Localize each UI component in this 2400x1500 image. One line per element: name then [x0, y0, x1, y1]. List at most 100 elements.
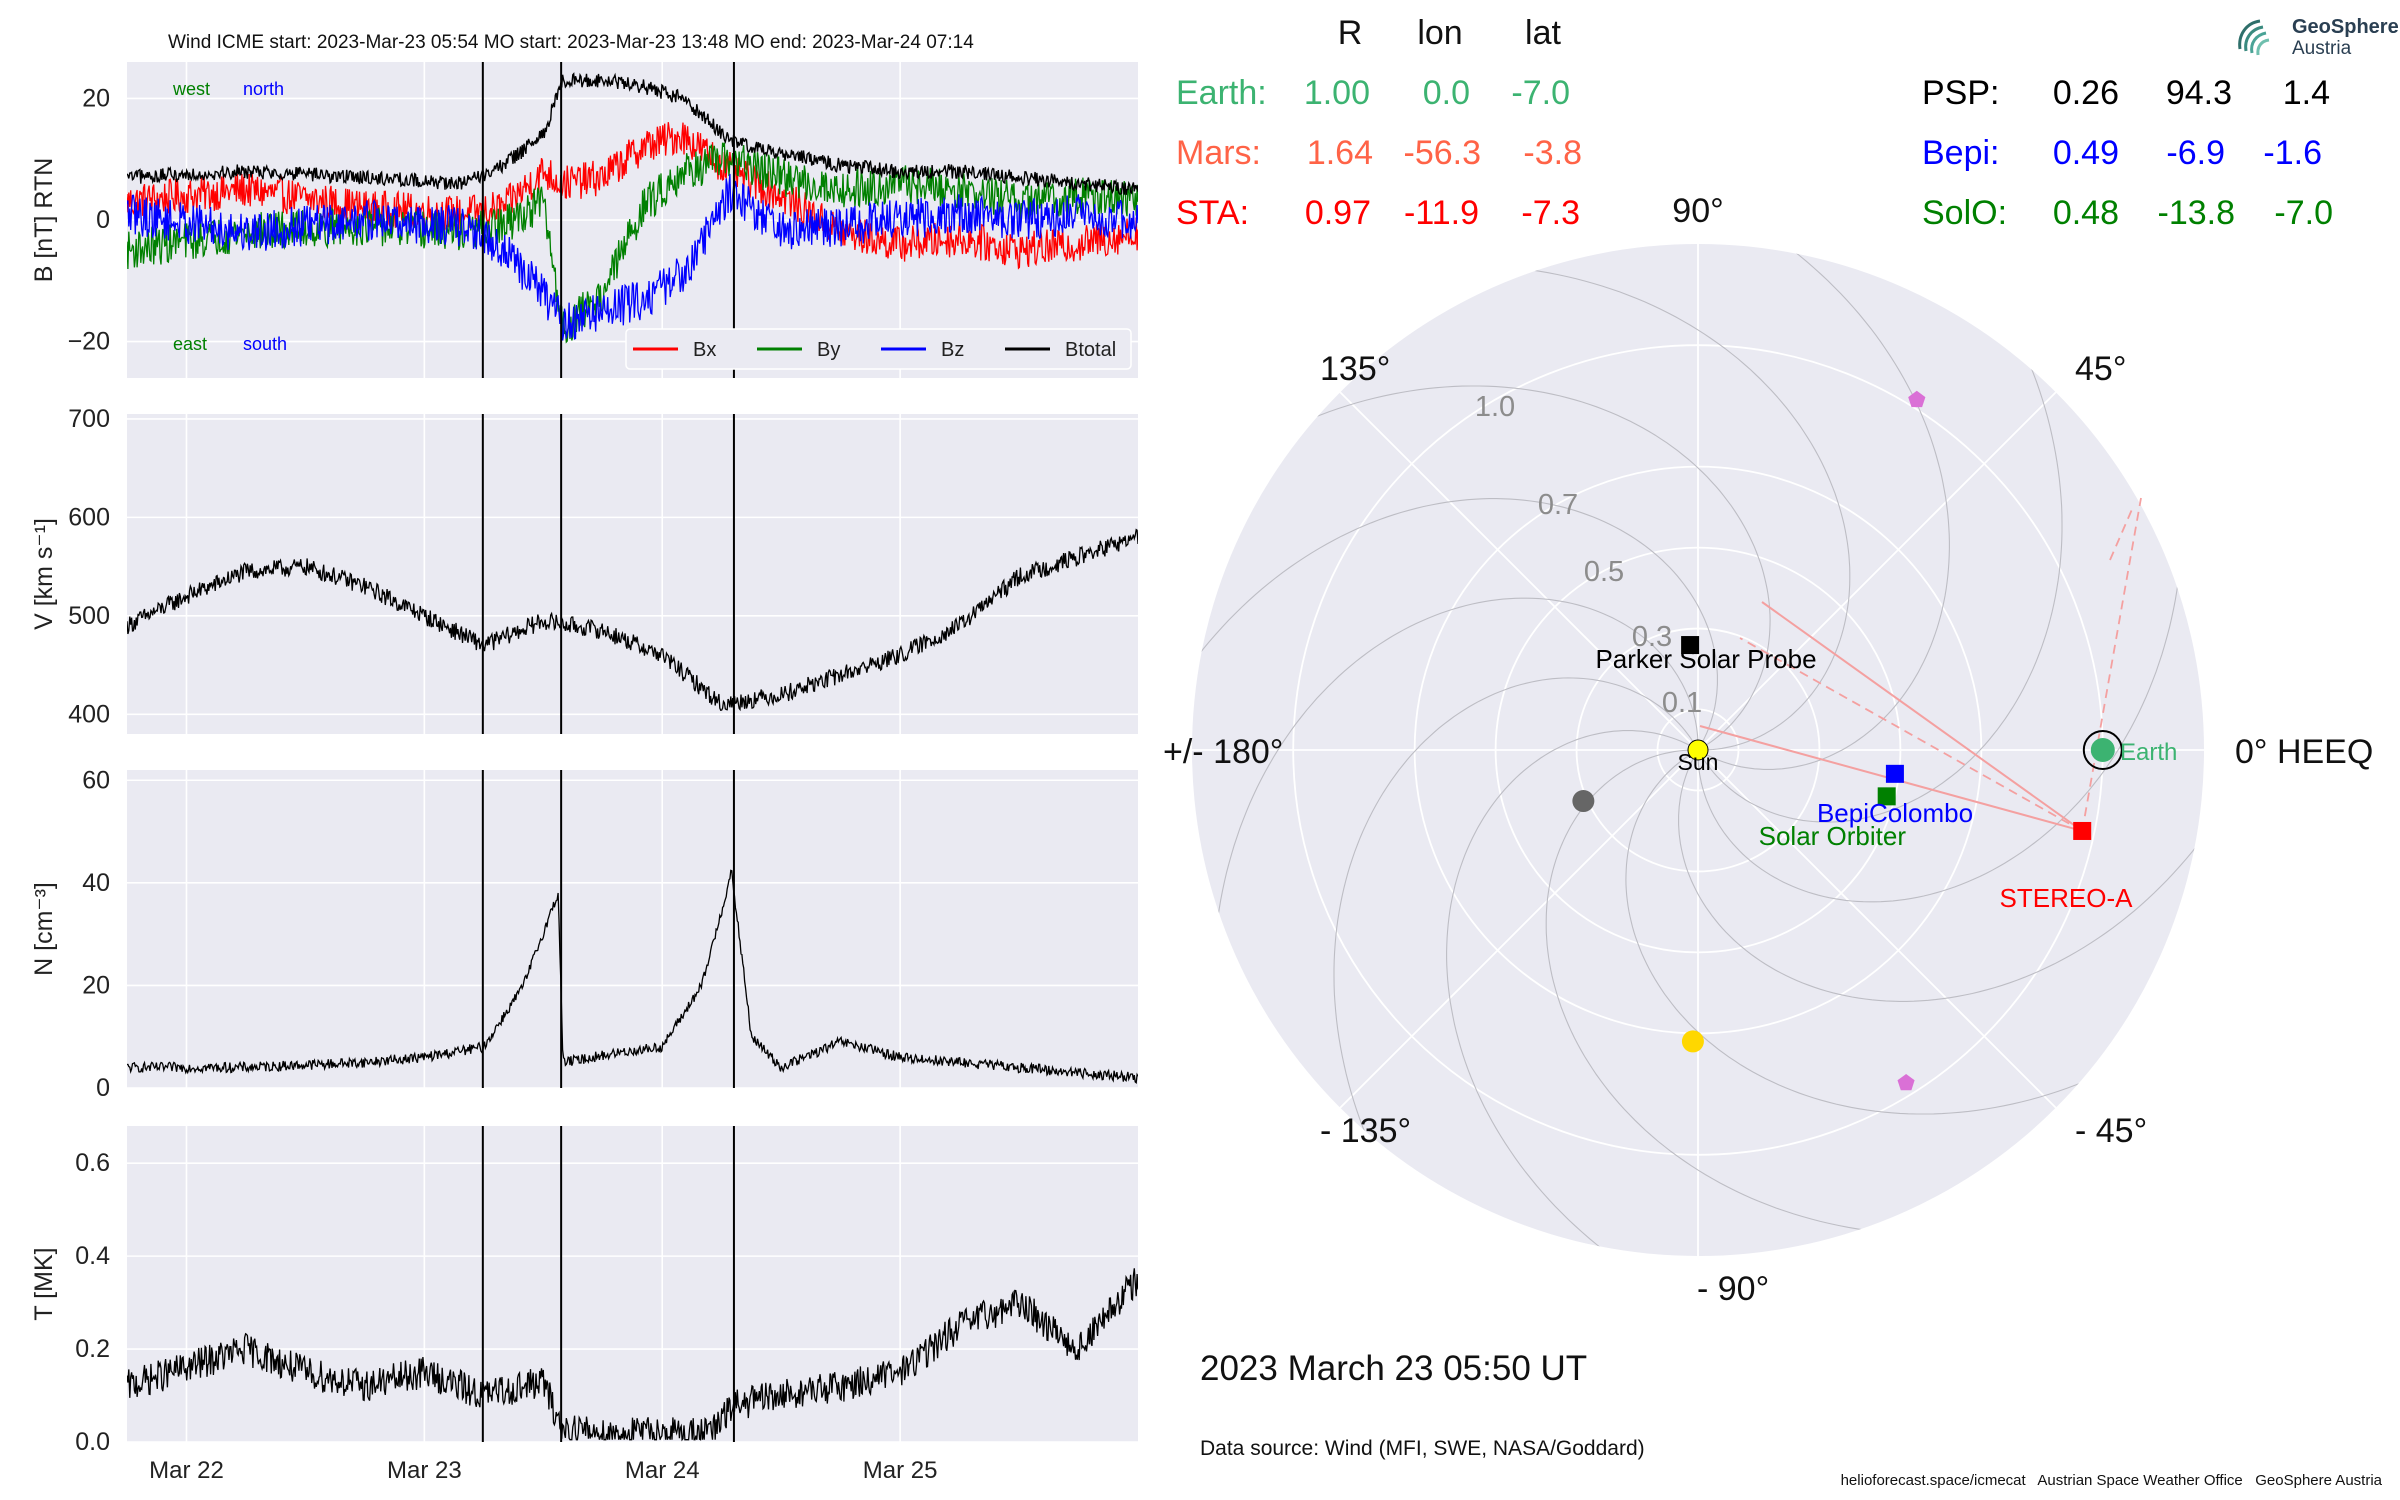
parker-solar-probe-marker: [1681, 636, 1700, 655]
table-mars-name: Mars:: [1176, 134, 1261, 172]
legend-box: [625, 328, 1132, 370]
parker-spiral: [1678, 581, 2204, 1002]
logo-line2: Austria: [2292, 38, 2352, 59]
table-sta-lat: -7.3: [1521, 194, 1580, 232]
series-line-temperature: [127, 1268, 1138, 1442]
radius-tick-label: 1.0: [1475, 391, 1515, 423]
polar-spoke: [1697, 749, 2057, 1109]
b-legend: Bx By Bz Btotal: [625, 328, 1132, 370]
y-tick-label: 0.2: [75, 1335, 110, 1363]
sta-fov-dashed: [1739, 637, 2083, 832]
parker-solar-probe-label: Parker Solar Probe: [1595, 644, 1816, 674]
polar-spoke: [1339, 391, 1699, 751]
y-axis-label: T [MK]: [30, 1247, 58, 1320]
sun-marker: [1687, 739, 1709, 761]
sun-label: Sun: [1678, 749, 1719, 775]
timeseries-panel-temperature: 0.0 0.2 0.4 0.6 T [MK]: [30, 1126, 1138, 1456]
table-bepi-r: 0.49: [2053, 134, 2119, 172]
x-tick-label: Mar 23: [387, 1457, 462, 1484]
table-bepi-lat: -1.6: [2263, 134, 2322, 172]
table-bepi-name: Bepi:: [1922, 134, 2000, 172]
y-tick-label: 600: [68, 503, 110, 531]
y-tick-label: 0: [96, 1074, 110, 1102]
radius-tick-label: 0.5: [1584, 556, 1624, 588]
y-tick-label: 20: [82, 971, 110, 999]
series-line-density: [127, 869, 1138, 1084]
y-tick-label: 400: [68, 700, 110, 728]
table-mars-lat: -3.8: [1523, 134, 1582, 172]
timeseries-panel-speed: 400 500 600 700 V [km s⁻¹]: [30, 405, 1138, 734]
panel-background: [127, 1126, 1138, 1442]
corner-label-south: south: [243, 334, 287, 354]
x-tick-label: Mar 25: [863, 1457, 938, 1484]
y-tick-label: 0: [96, 206, 110, 234]
table-mars-lon: -56.3: [1404, 134, 1482, 172]
panel-background: [127, 414, 1138, 734]
parker-spiral: [1529, 244, 1950, 770]
y-tick-label: 60: [82, 766, 110, 794]
timeseries-panel-density: 0 20 40 60 N [cm⁻³]: [30, 766, 1138, 1102]
y-tick-label: 40: [82, 869, 110, 897]
angle-label: - 45°: [2075, 1112, 2147, 1150]
solar-orbiter-label: Solar Orbiter: [1759, 821, 1907, 851]
polar-spoke: [1339, 749, 1699, 1109]
data-source: Data source: Wind (MFI, SWE, NASA/Goddar…: [1200, 1437, 1645, 1460]
geosphere-logo-icon: [2238, 19, 2270, 56]
logo-line1: GeoSphere: [2292, 16, 2399, 38]
angle-label: - 135°: [1320, 1112, 1411, 1150]
footer-credits: helioforecast.space/icmecat Austrian Spa…: [1840, 1472, 2382, 1489]
table-sta-r: 0.97: [1305, 194, 1371, 232]
y-tick-label: 0.6: [75, 1149, 110, 1177]
radius-tick-label: 0.3: [1632, 621, 1672, 653]
table-earth-lat: -7.0: [1511, 74, 1570, 112]
series-line-bx: [127, 122, 1138, 270]
angle-label: 45°: [2075, 350, 2126, 388]
pentagon-marker: [1897, 1074, 1915, 1091]
table-psp-lon: 94.3: [2166, 74, 2232, 112]
table-psp-r: 0.26: [2053, 74, 2119, 112]
bepicolombo-marker: [1885, 764, 1904, 783]
pentagon-marker: [1908, 390, 1926, 408]
earth-label: Earth: [2120, 739, 2177, 766]
series-line-speed: [127, 528, 1138, 712]
panel-background: [127, 770, 1138, 1088]
table-solo-name: SolO:: [1922, 194, 2007, 232]
y-axis-label: V [km s⁻¹]: [30, 518, 58, 630]
bepicolombo-label: BepiColombo: [1817, 798, 1973, 828]
solar-orbiter-marker: [1877, 787, 1896, 806]
legend-label-bz: Bz: [941, 339, 964, 361]
legend-label-btotal: Btotal: [1065, 339, 1116, 361]
y-tick-label: −20: [68, 328, 110, 356]
polar-plot: 0.1 0.3 0.5 0.7 1.0 0° HEEQ 45° 90° 135° +/- 180°…: [1163, 192, 2373, 1308]
table-psp-lat: 1.4: [2283, 74, 2330, 112]
table-solo-r: 0.48: [2053, 194, 2119, 232]
sta-fov-line: [1761, 601, 2083, 832]
timestamp: 2023 March 23 05:50 UT: [1200, 1349, 1587, 1388]
table-header-lon: lon: [1417, 14, 1462, 52]
y-axis-label: B [nT] RTN: [30, 158, 58, 283]
position-table-right: PSP: 0.26 94.3 1.4 Bepi: 0.49 -6.9 -1.6 …: [1922, 74, 2333, 232]
angle-label: 0° HEEQ: [2235, 733, 2373, 771]
y-tick-label: 700: [68, 405, 110, 433]
sta-fov-dashed: [2081, 497, 2142, 832]
legend-label-by: By: [817, 339, 840, 361]
radius-tick-label: 0.7: [1538, 489, 1578, 521]
y-tick-label: 0.4: [75, 1242, 110, 1270]
table-solo-lat: -7.0: [2274, 194, 2333, 232]
table-sta-lon: -11.9: [1404, 194, 1479, 232]
body-marker: [1572, 790, 1595, 813]
timeseries-header-title: Wind ICME start: 2023-Mar-23 05:54 MO st…: [168, 32, 974, 53]
table-earth-r: 1.00: [1304, 74, 1370, 112]
table-earth-lon: 0.0: [1423, 74, 1470, 112]
stereo-a-marker: [2073, 821, 2092, 840]
parker-spiral: [1446, 730, 1867, 1256]
earth-ring: [2082, 730, 2123, 770]
legend-label-bx: Bx: [693, 339, 716, 361]
table-header-r: R: [1338, 14, 1363, 52]
corner-label-east: east: [173, 334, 207, 354]
y-tick-label: 20: [82, 84, 110, 112]
y-tick-label: 500: [68, 602, 110, 630]
x-tick-label: Mar 24: [625, 1457, 700, 1484]
table-header-lat: lat: [1525, 14, 1561, 52]
